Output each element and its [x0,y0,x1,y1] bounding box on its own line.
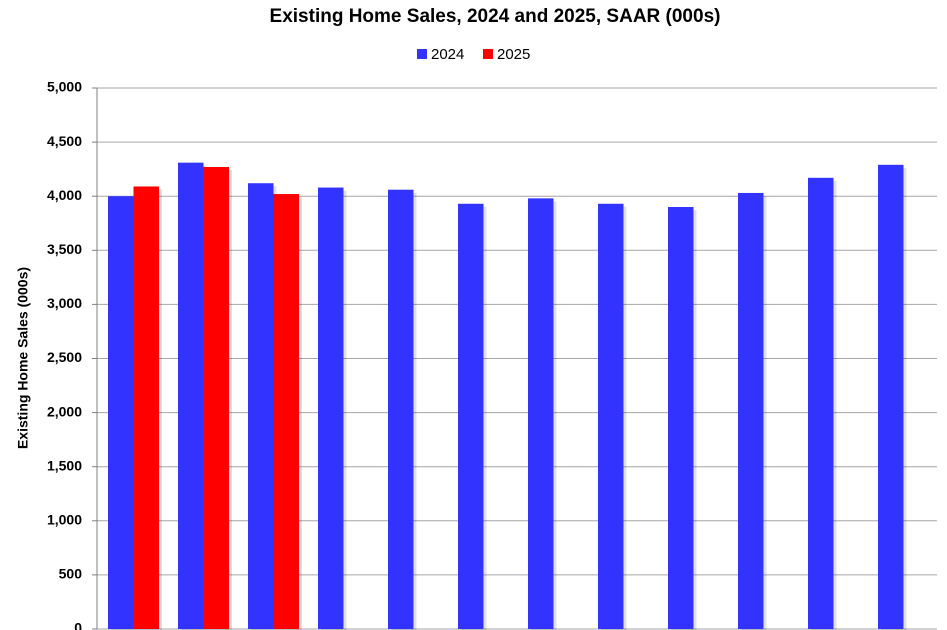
chart-title: Existing Home Sales, 2024 and 2025, SAAR… [270,6,721,27]
legend-label: 2025 [497,46,530,63]
y-tick-label: 1,000 [47,512,82,528]
bar [108,196,134,629]
y-tick-label: 2,500 [47,349,82,365]
legend-swatch [417,49,427,59]
y-tick-label: 500 [59,566,83,582]
y-tick-label: 3,500 [47,241,82,257]
bar [738,192,764,630]
bar [178,162,204,629]
y-tick-label: 0 [74,620,82,630]
y-axis-label: Existing Home Sales (000s) [15,267,31,449]
bar [878,164,904,629]
bar [598,203,624,630]
y-tick-label: 2,000 [47,403,82,419]
bar [318,187,344,629]
bar [273,194,299,629]
y-tick-label: 4,500 [47,133,82,149]
legend-swatch [483,49,493,59]
y-tick-label: 3,000 [47,295,82,311]
bar [528,198,554,629]
bar [808,177,834,629]
y-tick-label: 4,000 [47,187,82,203]
bar [248,183,274,629]
y-tick-label: 1,500 [47,457,82,473]
bar [133,186,159,629]
bar [388,189,414,629]
legend-label: 2024 [431,46,464,63]
bar [458,203,484,630]
bar [203,166,229,629]
y-tick-label: 5,000 [47,79,82,95]
bar [668,207,694,629]
